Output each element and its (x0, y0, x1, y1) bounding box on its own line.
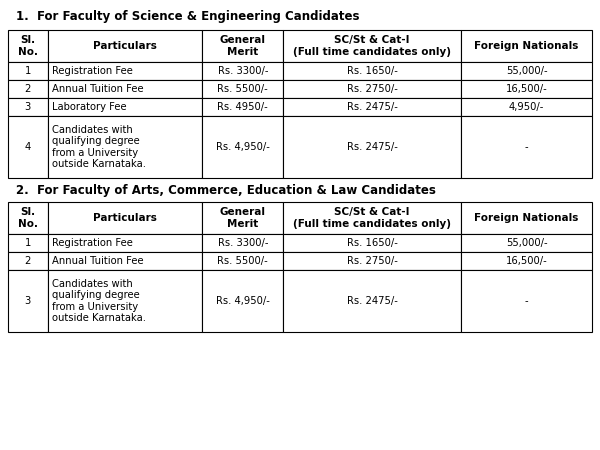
Text: Rs. 4,950/-: Rs. 4,950/- (216, 142, 270, 152)
Bar (8, 98, 48, 116)
Text: Registration Fee: Registration Fee (52, 238, 133, 248)
Text: Rs. 2750/-: Rs. 2750/- (347, 256, 398, 266)
Bar (48, 116, 202, 178)
Text: 55,000/-: 55,000/- (506, 66, 547, 76)
Bar (8, 80, 48, 98)
Bar (8, 30, 48, 62)
Text: 16,500/-: 16,500/- (506, 84, 547, 94)
Bar (461, 234, 592, 252)
Bar (202, 234, 283, 252)
Text: Foreign Nationals: Foreign Nationals (475, 213, 579, 223)
Bar (202, 270, 283, 332)
Bar (48, 30, 202, 62)
Text: 2.  For Faculty of Arts, Commerce, Education & Law Candidates: 2. For Faculty of Arts, Commerce, Educat… (16, 184, 436, 197)
Text: Rs. 3300/-: Rs. 3300/- (218, 66, 268, 76)
Text: Candidates with
qualifying degree
from a University
outside Karnataka.: Candidates with qualifying degree from a… (52, 279, 146, 324)
Text: Rs. 1650/-: Rs. 1650/- (347, 238, 398, 248)
Text: 2: 2 (25, 256, 31, 266)
Text: General
Merit: General Merit (220, 207, 266, 229)
Bar (461, 30, 592, 62)
Bar (8, 116, 48, 178)
Bar (283, 252, 461, 270)
Bar (8, 252, 48, 270)
Bar (461, 62, 592, 80)
Bar (202, 202, 283, 234)
Text: 16,500/-: 16,500/- (506, 256, 547, 266)
Bar (461, 80, 592, 98)
Text: Annual Tuition Fee: Annual Tuition Fee (52, 256, 143, 266)
Text: General
Merit: General Merit (220, 35, 266, 57)
Text: Rs. 2475/-: Rs. 2475/- (347, 102, 398, 112)
Bar (8, 202, 48, 234)
Text: 1: 1 (25, 66, 31, 76)
Text: Rs. 4950/-: Rs. 4950/- (217, 102, 268, 112)
Bar (283, 30, 461, 62)
Text: Particulars: Particulars (93, 41, 157, 51)
Bar (8, 62, 48, 80)
Text: Laboratory Fee: Laboratory Fee (52, 102, 127, 112)
Bar (283, 270, 461, 332)
Text: Rs. 5500/-: Rs. 5500/- (217, 84, 268, 94)
Text: -: - (525, 296, 529, 306)
Text: Sl.
No.: Sl. No. (18, 207, 38, 229)
Bar (283, 234, 461, 252)
Text: Rs. 2475/-: Rs. 2475/- (347, 296, 398, 306)
Bar (461, 98, 592, 116)
Bar (202, 62, 283, 80)
Text: 3: 3 (25, 102, 31, 112)
Bar (461, 202, 592, 234)
Bar (48, 80, 202, 98)
Bar (283, 116, 461, 178)
Bar (48, 62, 202, 80)
Text: 1: 1 (25, 238, 31, 248)
Text: Rs. 5500/-: Rs. 5500/- (217, 256, 268, 266)
Text: 1.  For Faculty of Science & Engineering Candidates: 1. For Faculty of Science & Engineering … (16, 10, 359, 23)
Bar (202, 80, 283, 98)
Bar (48, 98, 202, 116)
Text: Rs. 1650/-: Rs. 1650/- (347, 66, 398, 76)
Text: 55,000/-: 55,000/- (506, 238, 547, 248)
Bar (202, 98, 283, 116)
Text: Foreign Nationals: Foreign Nationals (475, 41, 579, 51)
Text: -: - (525, 142, 529, 152)
Bar (48, 234, 202, 252)
Text: Rs. 2750/-: Rs. 2750/- (347, 84, 398, 94)
Text: 4: 4 (25, 142, 31, 152)
Bar (283, 202, 461, 234)
Bar (461, 270, 592, 332)
Text: SC/St & Cat-I
(Full time candidates only): SC/St & Cat-I (Full time candidates only… (293, 35, 451, 57)
Text: Rs. 3300/-: Rs. 3300/- (218, 238, 268, 248)
Bar (48, 202, 202, 234)
Bar (8, 234, 48, 252)
Bar (283, 62, 461, 80)
Bar (461, 116, 592, 178)
Text: Registration Fee: Registration Fee (52, 66, 133, 76)
Text: Rs. 4,950/-: Rs. 4,950/- (216, 296, 270, 306)
Text: Annual Tuition Fee: Annual Tuition Fee (52, 84, 143, 94)
Text: Particulars: Particulars (93, 213, 157, 223)
Text: Sl.
No.: Sl. No. (18, 35, 38, 57)
Bar (8, 270, 48, 332)
Text: Rs. 2475/-: Rs. 2475/- (347, 142, 398, 152)
Bar (48, 252, 202, 270)
Bar (48, 270, 202, 332)
Bar (283, 80, 461, 98)
Text: SC/St & Cat-I
(Full time candidates only): SC/St & Cat-I (Full time candidates only… (293, 207, 451, 229)
Text: 3: 3 (25, 296, 31, 306)
Text: 2: 2 (25, 84, 31, 94)
Bar (202, 30, 283, 62)
Bar (202, 252, 283, 270)
Text: Candidates with
qualifying degree
from a University
outside Karnataka.: Candidates with qualifying degree from a… (52, 125, 146, 169)
Bar (461, 252, 592, 270)
Bar (283, 98, 461, 116)
Bar (202, 116, 283, 178)
Text: 4,950/-: 4,950/- (509, 102, 544, 112)
